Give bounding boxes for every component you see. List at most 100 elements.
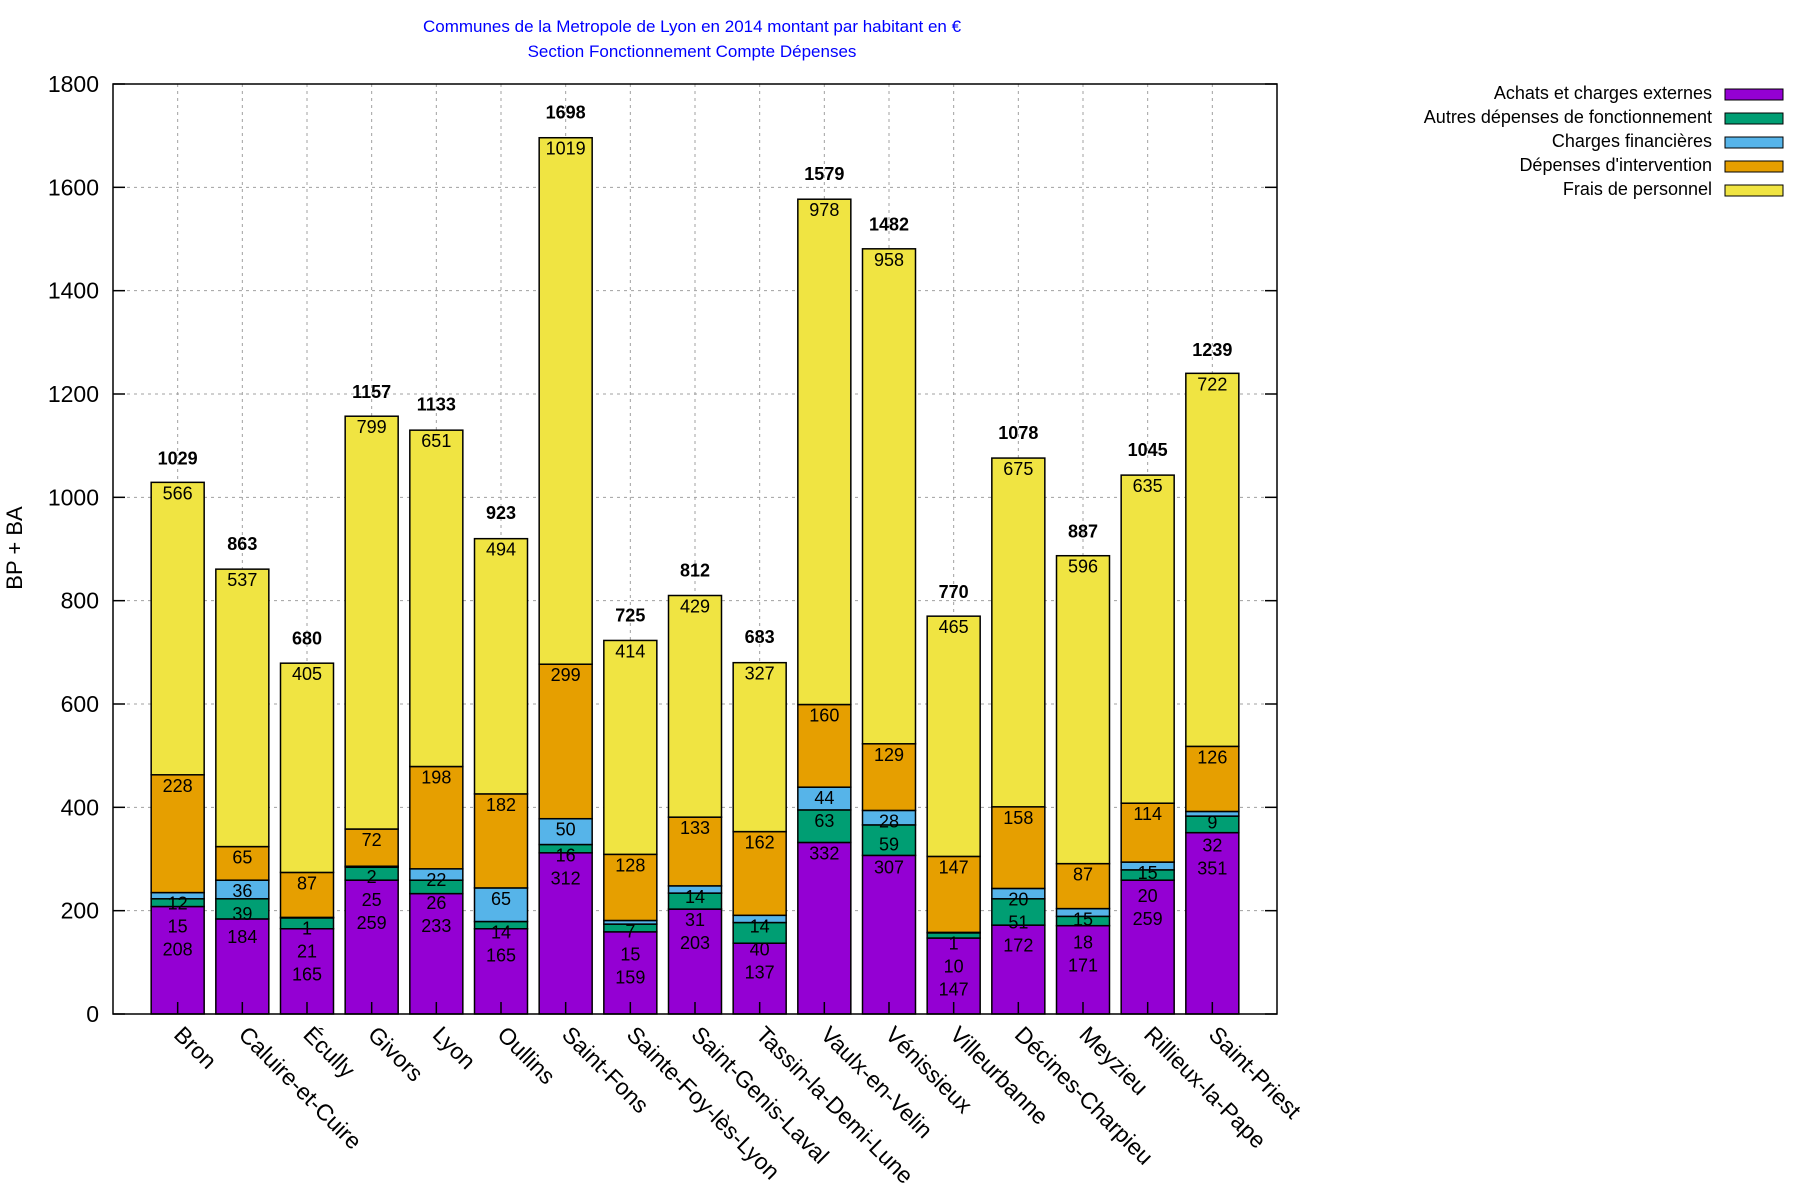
x-tick-label: Vaulx-en-Velin (816, 1021, 938, 1143)
y-tick-label: 200 (61, 898, 99, 924)
segment-value-label: 14 (491, 923, 511, 943)
y-axis-label: BP + BA (2, 506, 27, 590)
segment-value-label: 312 (551, 869, 581, 889)
segment-value-label: 15 (620, 944, 640, 964)
total-value-label: 1157 (352, 382, 391, 402)
bar-segment (473, 537, 529, 795)
total-value-label: 680 (292, 629, 322, 649)
x-tick-label: Écully (298, 1021, 360, 1083)
segment-value-label: 327 (745, 664, 775, 684)
legend-label: Dépenses d'intervention (1519, 155, 1712, 175)
segment-value-label: 40 (750, 939, 770, 959)
segment-value-label: 171 (1068, 956, 1098, 976)
y-tick-label: 600 (61, 691, 99, 717)
segment-value-label: 14 (750, 916, 770, 936)
bar-segment (797, 703, 852, 788)
segment-value-label: 87 (1073, 865, 1093, 885)
bar-segment (150, 905, 205, 1015)
bar-segment (861, 743, 917, 812)
segment-value-label: 14 (685, 887, 705, 907)
legend-label: Achats et charges externes (1494, 83, 1712, 103)
segment-value-label: 15 (168, 917, 188, 937)
segment-value-label: 429 (680, 597, 710, 617)
segment-value-label: 65 (232, 848, 252, 868)
bar-segment (732, 661, 787, 833)
segment-value-label: 51 (1008, 912, 1028, 932)
legend-label: Frais de personnel (1563, 179, 1712, 199)
total-value-label: 923 (486, 503, 516, 523)
bar-segment (732, 942, 787, 1015)
segment-value-label: 958 (874, 250, 904, 270)
segment-value-label: 39 (232, 904, 252, 924)
segment-value-label: 159 (615, 967, 645, 987)
bar-segment (1185, 372, 1240, 748)
segment-value-label: 537 (227, 570, 257, 590)
y-tick-label: 1800 (48, 71, 99, 97)
bar-segment (861, 854, 917, 1015)
bar-segment (409, 429, 464, 768)
bar-segment (991, 924, 1046, 1015)
total-value-label: 1133 (417, 395, 456, 415)
bar-segment (1055, 862, 1111, 910)
segment-value-label: 414 (615, 641, 645, 661)
total-value-label: 683 (745, 627, 775, 647)
bar-segment (603, 639, 658, 856)
segment-value-label: 259 (357, 913, 387, 933)
segment-value-label: 20 (1008, 889, 1028, 909)
bar-segment (1185, 831, 1240, 1015)
bar-segment (603, 931, 658, 1015)
segment-value-label: 87 (297, 873, 317, 893)
segment-value-label: 25 (362, 890, 382, 910)
segment-value-label: 129 (874, 745, 904, 765)
segment-value-label: 299 (551, 665, 581, 685)
bar-segment (926, 937, 981, 1015)
total-value-label: 1579 (804, 164, 844, 184)
segment-value-label: 332 (809, 843, 839, 863)
bar-segment (279, 662, 335, 874)
bar-segment (991, 457, 1046, 808)
segment-value-label: 307 (874, 857, 904, 877)
bar-segment (150, 774, 205, 894)
y-tick-label: 800 (61, 588, 99, 614)
bar-segment (538, 136, 593, 665)
bar-segment (215, 918, 270, 1015)
segment-value-label: 198 (421, 768, 451, 788)
y-tick-label: 1200 (48, 381, 99, 407)
segment-value-label: 208 (163, 940, 193, 960)
bar-segment (215, 568, 270, 848)
total-value-label: 812 (680, 560, 710, 580)
segment-value-label: 228 (163, 776, 193, 796)
segment-value-label: 1 (949, 933, 959, 953)
segment-value-label: 59 (879, 834, 899, 854)
total-value-label: 1482 (869, 214, 909, 234)
bar-segment (344, 879, 399, 1015)
chart-title: Communes de la Metropole de Lyon en 2014… (423, 17, 962, 36)
legend-swatch (1724, 88, 1784, 101)
total-value-label: 1239 (1192, 340, 1232, 360)
bar-segment (409, 765, 464, 870)
segment-value-label: 7 (625, 921, 635, 941)
y-tick-label: 400 (61, 794, 99, 820)
segment-value-label: 799 (357, 417, 387, 437)
bar-segment (473, 928, 529, 1015)
bars (150, 136, 1240, 1015)
segment-value-label: 128 (615, 855, 645, 875)
bar-segment (538, 852, 593, 1015)
segment-value-label: 160 (809, 706, 839, 726)
total-value-label: 1078 (998, 423, 1038, 443)
chart-subtitle: Section Fonctionnement Compte Dépenses (528, 42, 857, 61)
bar-segment (1055, 554, 1111, 865)
segment-value-label: 162 (745, 833, 775, 853)
total-value-label: 887 (1068, 522, 1098, 542)
x-tick-label: Lyon (428, 1021, 481, 1074)
segment-value-label: 9 (1207, 812, 1217, 832)
segment-value-label: 50 (556, 820, 576, 840)
legend-label: Charges financières (1552, 131, 1712, 151)
segment-value-label: 20 (1138, 886, 1158, 906)
bar-segment (926, 855, 981, 934)
segment-value-label: 184 (227, 927, 257, 947)
total-value-label: 863 (227, 534, 257, 554)
segment-value-label: 147 (939, 857, 969, 877)
segment-value-label: 172 (1003, 935, 1033, 955)
